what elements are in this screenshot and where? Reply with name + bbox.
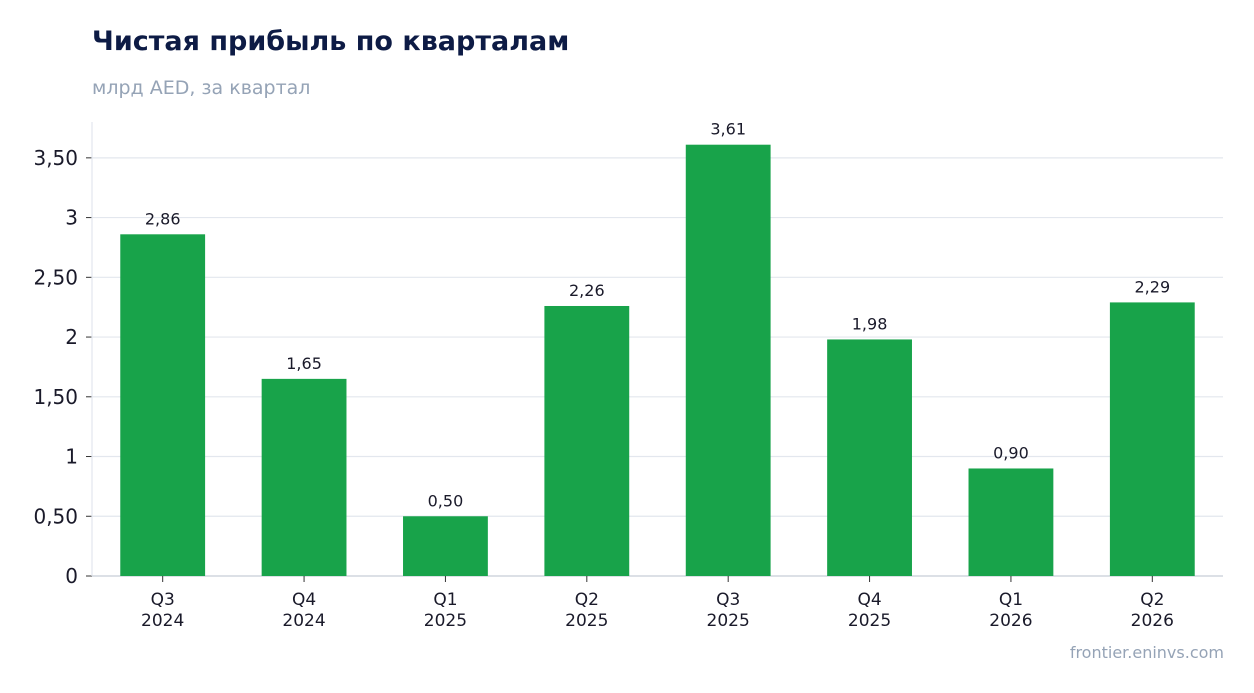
labels: 0 0,50 1 1,50 2 2,50 3 3,50 2,86 Q3 2024 1,65 Q4 2024… [33, 120, 1173, 631]
x-tick-label: Q3 2024 [141, 590, 184, 631]
x-tick-label: Q1 2026 [989, 590, 1032, 631]
x-tick-label: Q2 2026 [1131, 590, 1174, 631]
bar [827, 339, 912, 576]
bar-value-label: 0,90 [993, 443, 1029, 462]
bar [968, 468, 1054, 576]
y-tick-label: 2 [65, 325, 78, 349]
x-tick-label: Q2 2025 [565, 590, 608, 631]
source-note: frontier.eninvs.com [1069, 643, 1224, 662]
x-tick-label: Q3 2025 [707, 590, 750, 631]
y-tick-label: 0,50 [33, 504, 78, 528]
y-tick-label: 3 [65, 206, 78, 230]
bar [685, 144, 771, 576]
bar-value-label: 1,98 [852, 314, 888, 333]
bars [120, 144, 1195, 576]
bar [120, 234, 206, 576]
bar-value-label: 2,26 [569, 281, 605, 300]
x-tick-label: Q4 2025 [848, 590, 891, 631]
y-tick-label: 2,50 [33, 265, 78, 289]
bar [544, 305, 630, 576]
x-tick-label: Q1 2025 [424, 590, 467, 631]
y-tick-label: 3,50 [33, 146, 78, 170]
y-tick-label: 1 [65, 445, 78, 469]
y-tick-label: 1,50 [33, 385, 78, 409]
x-tick-label: Q4 2024 [282, 590, 325, 631]
bar-value-label: 0,50 [428, 491, 464, 510]
bar-value-label: 1,65 [286, 354, 322, 373]
bar [403, 516, 488, 576]
bar [261, 378, 347, 576]
chart-subtitle: млрд AED, за квартал [92, 77, 311, 99]
bar-value-label: 2,86 [145, 209, 181, 228]
bar [1109, 302, 1195, 576]
bar-value-label: 2,29 [1135, 277, 1171, 296]
y-tick-label: 0 [65, 564, 78, 588]
chart-title: Чистая прибыль по кварталам [92, 26, 570, 57]
bar-value-label: 3,61 [710, 120, 746, 139]
